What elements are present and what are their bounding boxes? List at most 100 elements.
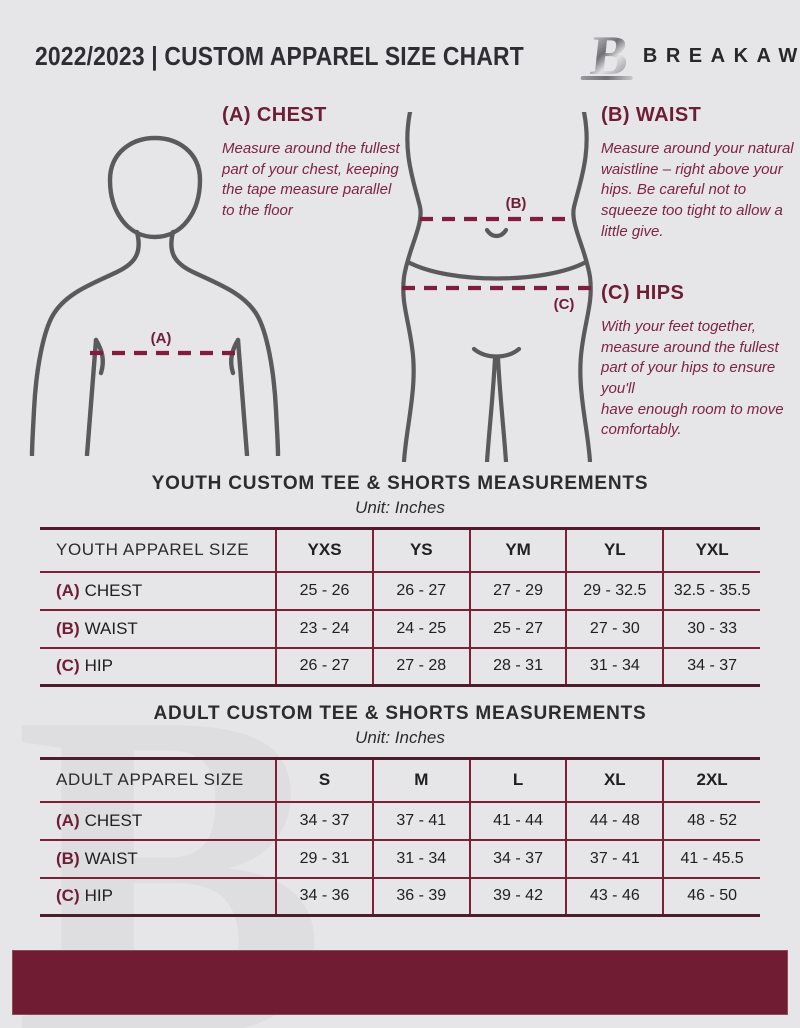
figure-right-side-outline xyxy=(571,112,593,462)
table-row: (A) CHEST 25 - 26 26 - 27 27 - 29 29 - 32… xyxy=(40,570,760,610)
cell-value: 46 - 50 xyxy=(662,876,760,916)
cell-value: 48 - 52 xyxy=(662,800,760,840)
cell-value: 28 - 31 xyxy=(468,646,567,686)
cell-value: 34 - 37 xyxy=(662,646,760,686)
youth-section-header: YOUTH CUSTOM TEE & SHORTS MEASUREMENTS U… xyxy=(0,473,800,518)
cell-value: 41 - 44 xyxy=(468,800,567,840)
cell-value: 24 - 25 xyxy=(371,608,470,648)
chest-figure-illustration: (A) xyxy=(29,135,281,456)
row-prefix: (B) xyxy=(56,848,80,868)
adult-section-header: ADULT CUSTOM TEE & SHORTS MEASUREMENTS U… xyxy=(0,703,800,748)
page-title: 2022/2023 | CUSTOM APPAREL SIZE CHART xyxy=(35,40,524,71)
chest-line-label: (A) xyxy=(151,330,172,347)
cell-value: 23 - 24 xyxy=(275,608,373,648)
adult-col-s: S xyxy=(275,758,373,802)
cell-value: 26 - 27 xyxy=(371,570,470,610)
hips-instructions: (C) HIPS With your feet together, measur… xyxy=(601,282,800,441)
youth-col-yxl: YXL xyxy=(662,528,760,572)
cell-value: 26 - 27 xyxy=(275,646,373,686)
figure-head-outline xyxy=(107,135,203,240)
figure-left-shoulder-arm xyxy=(29,229,141,456)
figure-right-shoulder-arm xyxy=(169,229,281,456)
row-name: CHEST xyxy=(84,810,143,830)
chest-heading: (A) CHEST xyxy=(222,104,327,126)
youth-col-ym: YM xyxy=(468,528,567,572)
figure-left-inner-arm xyxy=(84,337,99,456)
row-name: HIP xyxy=(84,656,113,676)
row-name: CHEST xyxy=(84,580,143,600)
youth-header-row: YOUTH APPAREL SIZE YXS YS YM YL YXL xyxy=(40,528,760,572)
cell-value: 29 - 32.5 xyxy=(565,570,664,610)
figure-left-side-outline xyxy=(401,112,423,462)
adult-col-m: M xyxy=(371,758,470,802)
brand-name: BREAKAWAY xyxy=(642,44,800,67)
figure-right-inner-arm xyxy=(235,337,250,456)
cell-value: 37 - 41 xyxy=(371,800,470,840)
table-row: (C) HIP 26 - 27 27 - 28 28 - 31 31 - 34 3… xyxy=(40,646,760,686)
adult-col-2xl: 2XL xyxy=(662,758,760,802)
row-prefix: (B) xyxy=(56,618,80,638)
waist-instructions: (B) WAIST Measure around your natural wa… xyxy=(601,104,795,242)
cell-value: 25 - 26 xyxy=(275,570,373,610)
row-name: WAIST xyxy=(84,618,138,638)
footer-accent-bar xyxy=(12,950,788,1015)
row-name: WAIST xyxy=(84,848,138,868)
adult-size-label: ADULT APPAREL SIZE xyxy=(56,770,244,790)
adult-size-table: ADULT APPAREL SIZE S M L XL 2XL (A) CHEST… xyxy=(40,757,760,917)
table-row: (A) CHEST 34 - 37 37 - 41 41 - 44 44 - 48… xyxy=(40,800,760,840)
youth-table-title: YOUTH CUSTOM TEE & SHORTS MEASUREMENTS xyxy=(151,473,649,494)
cell-value: 34 - 37 xyxy=(275,800,373,840)
cell-value: 39 - 42 xyxy=(468,876,567,916)
hips-heading: (C) HIPS xyxy=(601,282,685,304)
cell-value: 41 - 45.5 xyxy=(662,838,760,878)
figure-right-armpit xyxy=(229,337,241,376)
adult-header-row: ADULT APPAREL SIZE S M L XL 2XL xyxy=(40,758,760,802)
cell-value: 30 - 33 xyxy=(662,608,760,648)
figure-left-armpit xyxy=(93,337,105,376)
youth-col-yxs: YXS xyxy=(275,528,373,572)
youth-table-unit: Unit: Inches xyxy=(355,498,445,517)
figure-right-inner-leg xyxy=(495,355,509,462)
cell-value: 31 - 34 xyxy=(371,838,470,878)
cell-value: 44 - 48 xyxy=(565,800,664,840)
row-prefix: (C) xyxy=(56,656,80,676)
waist-hips-figure-illustration: (B) (C) xyxy=(401,112,593,462)
cell-value: 27 - 28 xyxy=(371,646,470,686)
chest-instructions: (A) CHEST Measure around the fullest par… xyxy=(222,104,400,222)
cell-value: 27 - 30 xyxy=(565,608,664,648)
figure-hip-crease xyxy=(405,259,589,281)
row-name: HIP xyxy=(84,886,113,906)
adult-table-unit: Unit: Inches xyxy=(355,728,445,747)
waist-instruction-text: Measure around your natural waistline – … xyxy=(601,140,794,240)
breakaway-logo-icon: B xyxy=(580,28,633,84)
cell-value: 36 - 39 xyxy=(371,876,470,916)
hips-line-label: (C) xyxy=(554,296,575,313)
row-prefix: (C) xyxy=(56,886,80,906)
brand-logo: B BREAKAWAY xyxy=(580,28,800,84)
figure-left-inner-leg xyxy=(484,355,498,462)
cell-value: 32.5 - 35.5 xyxy=(662,570,760,610)
youth-col-ys: YS xyxy=(371,528,470,572)
header: 2022/2023 | CUSTOM APPAREL SIZE CHART B … xyxy=(35,28,800,84)
figure-navel xyxy=(484,227,509,239)
youth-size-table: YOUTH APPAREL SIZE YXS YS YM YL YXL (A) C… xyxy=(40,527,760,687)
cell-value: 43 - 46 xyxy=(565,876,664,916)
youth-col-yl: YL xyxy=(565,528,664,572)
waist-heading: (B) WAIST xyxy=(601,104,702,126)
waist-line-label: (B) xyxy=(506,195,527,212)
row-prefix: (A) xyxy=(56,580,80,600)
hips-instruction-text: With your feet together, measure around … xyxy=(601,318,784,439)
cell-value: 34 - 36 xyxy=(275,876,373,916)
adult-col-l: L xyxy=(468,758,567,802)
cell-value: 31 - 34 xyxy=(565,646,664,686)
logo-underline-decoration xyxy=(580,76,633,80)
table-row: (C) HIP 34 - 36 36 - 39 39 - 42 43 - 46 4… xyxy=(40,876,760,916)
adult-col-xl: XL xyxy=(565,758,664,802)
chest-instruction-text: Measure around the fullest part of your … xyxy=(222,140,400,220)
cell-value: 27 - 29 xyxy=(468,570,567,610)
figure-crotch xyxy=(471,346,522,359)
youth-size-label: YOUTH APPAREL SIZE xyxy=(56,540,250,560)
table-row: (B) WAIST 29 - 31 31 - 34 34 - 37 37 - 41… xyxy=(40,838,760,878)
adult-table-title: ADULT CUSTOM TEE & SHORTS MEASUREMENTS xyxy=(153,703,647,724)
